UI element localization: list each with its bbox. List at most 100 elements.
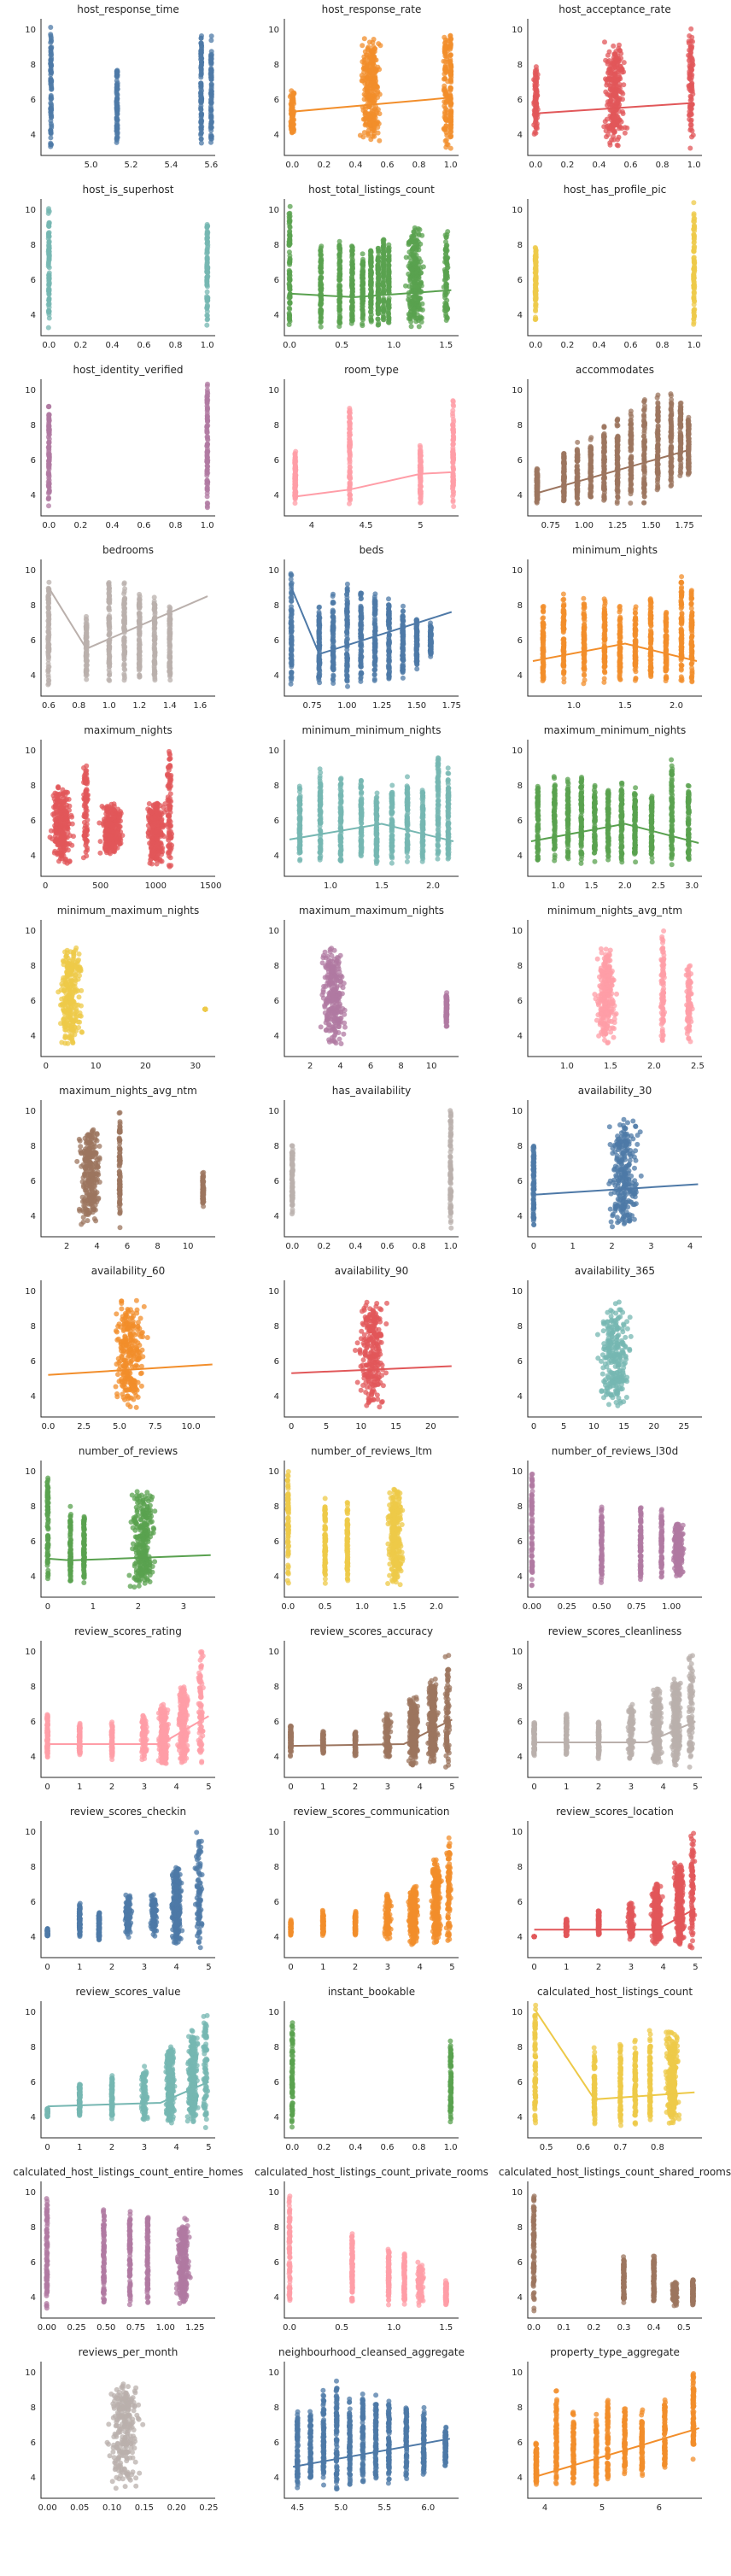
data-point — [336, 252, 342, 258]
data-point — [350, 248, 355, 254]
data-point — [691, 319, 697, 325]
data-point — [689, 134, 694, 140]
data-point — [409, 266, 415, 272]
data-point — [678, 407, 684, 413]
data-point — [107, 619, 112, 625]
data-point — [360, 43, 366, 49]
x-tick-label: 0.8 — [169, 521, 183, 530]
data-point — [204, 278, 210, 284]
data-point — [199, 112, 204, 118]
data-point — [349, 283, 355, 288]
data-point — [561, 461, 567, 467]
data-point — [601, 459, 607, 465]
data-point — [691, 200, 697, 206]
data-point — [106, 606, 112, 612]
data-point — [368, 299, 373, 305]
data-point — [447, 46, 453, 52]
data-point — [447, 100, 453, 106]
data-point — [403, 283, 408, 289]
data-point — [46, 231, 51, 237]
data-point — [376, 266, 382, 272]
data-point — [641, 453, 646, 459]
data-point — [678, 412, 684, 417]
data-point — [293, 468, 299, 474]
data-point — [604, 134, 609, 140]
data-point — [348, 475, 354, 481]
data-point — [349, 243, 354, 249]
data-point — [349, 261, 355, 266]
data-point — [447, 145, 453, 151]
scatter-panel-host-total-listings-count: host_total_listings_count 4 6 8 10 0.0 0.5 1.0 1… — [243, 180, 487, 360]
data-point — [287, 238, 293, 244]
data-point — [532, 297, 538, 303]
data-point — [319, 275, 325, 281]
data-point — [362, 122, 368, 128]
data-point — [376, 307, 382, 313]
data-point — [121, 612, 127, 618]
data-point — [204, 463, 210, 469]
data-point — [641, 438, 647, 444]
data-point — [533, 102, 539, 107]
data-point — [121, 677, 127, 683]
data-point — [689, 128, 695, 134]
data-point — [199, 43, 204, 49]
data-point — [588, 494, 594, 500]
data-point — [380, 312, 386, 318]
data-point — [442, 295, 448, 301]
data-point — [574, 448, 580, 454]
data-point — [575, 495, 581, 501]
data-point — [380, 304, 386, 310]
data-point — [347, 419, 353, 424]
data-point — [616, 134, 622, 140]
data-point — [364, 52, 369, 58]
data-point — [48, 70, 54, 75]
data-point — [601, 490, 607, 495]
data-point — [442, 111, 448, 117]
data-point — [418, 283, 424, 289]
x-tick-label: 0.0 — [529, 161, 542, 170]
data-points — [287, 32, 454, 151]
scatter-panel-host-response-time: host_response_time 4 6 8 10 5.0 5.2 5.4 5.6 — [0, 0, 243, 180]
data-point — [447, 41, 453, 47]
data-point — [199, 94, 204, 100]
data-point — [204, 249, 210, 255]
data-point — [691, 236, 697, 242]
x-tick-label: 1.0 — [444, 161, 458, 170]
x-tick-label: 0.0 — [283, 341, 296, 350]
data-points — [48, 25, 214, 149]
data-point — [688, 107, 694, 112]
data-point — [416, 324, 422, 330]
data-point — [445, 229, 451, 235]
data-point — [641, 398, 647, 404]
data-point — [442, 85, 447, 91]
data-point — [654, 395, 660, 401]
data-point — [534, 499, 540, 505]
x-tick-label: 4 — [309, 521, 314, 530]
chart-title: host_response_time — [77, 3, 179, 15]
data-point — [417, 454, 423, 460]
data-point — [208, 38, 214, 44]
data-point — [48, 25, 54, 30]
data-point — [362, 87, 368, 93]
data-point — [366, 131, 371, 137]
data-point — [114, 78, 120, 84]
data-point — [368, 137, 374, 143]
data-point — [691, 272, 697, 278]
data-point — [204, 317, 210, 323]
data-point — [318, 262, 324, 268]
data-point — [204, 296, 210, 302]
y-tick-label: 4 — [518, 491, 523, 501]
data-point — [107, 612, 112, 618]
data-point — [377, 138, 383, 143]
y-tick-label: 10 — [512, 26, 523, 35]
data-point — [677, 466, 683, 472]
data-point — [347, 444, 353, 450]
data-point — [347, 415, 353, 421]
data-point — [83, 632, 89, 638]
data-point — [368, 96, 374, 102]
data-point — [48, 105, 54, 111]
data-point — [620, 97, 625, 102]
